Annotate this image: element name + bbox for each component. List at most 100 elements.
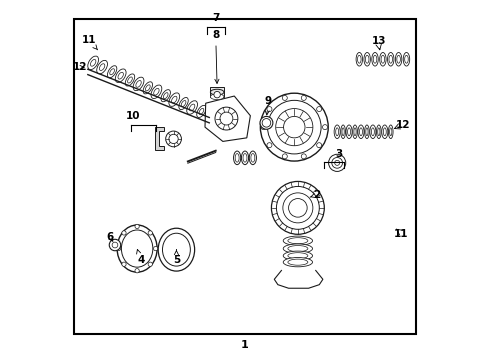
Ellipse shape [360, 128, 363, 136]
Circle shape [301, 154, 306, 159]
Circle shape [282, 95, 287, 100]
Ellipse shape [260, 116, 273, 129]
Ellipse shape [405, 55, 408, 63]
Ellipse shape [283, 244, 313, 253]
Circle shape [332, 157, 343, 168]
Ellipse shape [187, 101, 197, 114]
Ellipse shape [251, 154, 255, 162]
Ellipse shape [154, 89, 159, 95]
Circle shape [260, 93, 328, 161]
Circle shape [284, 116, 305, 138]
Text: 8: 8 [212, 30, 220, 84]
Text: 13: 13 [372, 36, 386, 46]
Ellipse shape [283, 251, 313, 260]
Ellipse shape [172, 96, 177, 103]
Ellipse shape [283, 236, 313, 246]
Circle shape [282, 154, 287, 159]
Circle shape [335, 160, 340, 165]
Ellipse shape [397, 55, 400, 63]
Ellipse shape [196, 105, 206, 117]
Text: 6: 6 [106, 232, 114, 242]
Ellipse shape [234, 151, 241, 165]
Text: 5: 5 [173, 250, 180, 265]
Text: 11: 11 [82, 35, 98, 50]
Ellipse shape [382, 125, 388, 139]
Ellipse shape [403, 53, 410, 66]
Circle shape [329, 154, 346, 171]
Ellipse shape [146, 85, 150, 91]
Bar [74, 19, 416, 334]
Ellipse shape [210, 89, 224, 95]
Ellipse shape [372, 53, 378, 66]
Ellipse shape [125, 74, 135, 86]
Ellipse shape [115, 69, 126, 82]
Ellipse shape [365, 125, 369, 139]
Ellipse shape [389, 55, 392, 63]
Text: 4: 4 [137, 249, 145, 265]
Circle shape [148, 231, 152, 235]
Circle shape [317, 107, 321, 112]
Ellipse shape [262, 118, 270, 127]
Ellipse shape [390, 128, 392, 136]
Ellipse shape [163, 93, 168, 99]
Ellipse shape [283, 257, 313, 267]
Ellipse shape [143, 82, 152, 94]
Circle shape [301, 95, 306, 100]
Circle shape [220, 112, 233, 125]
Circle shape [289, 199, 307, 217]
Text: 12: 12 [73, 63, 87, 72]
Ellipse shape [395, 53, 402, 66]
Circle shape [153, 247, 158, 251]
Circle shape [317, 143, 321, 148]
Ellipse shape [235, 154, 239, 162]
Ellipse shape [358, 55, 361, 63]
Ellipse shape [88, 56, 98, 69]
Ellipse shape [342, 128, 344, 136]
Ellipse shape [181, 100, 186, 107]
Ellipse shape [127, 77, 132, 83]
Ellipse shape [356, 53, 363, 66]
Ellipse shape [370, 125, 376, 139]
Circle shape [322, 125, 327, 130]
Ellipse shape [288, 259, 308, 265]
Circle shape [276, 186, 319, 229]
Text: 10: 10 [126, 111, 141, 121]
Text: 9: 9 [265, 96, 272, 115]
Circle shape [276, 109, 313, 146]
Circle shape [271, 181, 324, 234]
Ellipse shape [373, 55, 377, 63]
Ellipse shape [376, 125, 381, 139]
Ellipse shape [288, 253, 308, 259]
Ellipse shape [199, 108, 204, 114]
Ellipse shape [383, 128, 386, 136]
Ellipse shape [389, 125, 393, 139]
Text: 7: 7 [212, 13, 220, 23]
Ellipse shape [97, 60, 107, 74]
Ellipse shape [341, 125, 345, 139]
Bar [210, 87, 224, 97]
Ellipse shape [158, 228, 195, 271]
Text: 3: 3 [335, 149, 342, 159]
Circle shape [283, 193, 313, 223]
Circle shape [169, 134, 178, 144]
Circle shape [109, 239, 121, 251]
Text: 12: 12 [395, 120, 410, 130]
Circle shape [268, 100, 321, 154]
Ellipse shape [346, 125, 352, 139]
Circle shape [215, 107, 238, 130]
Circle shape [261, 125, 266, 130]
Ellipse shape [163, 233, 190, 266]
Ellipse shape [117, 225, 157, 272]
Ellipse shape [99, 64, 105, 71]
Ellipse shape [179, 98, 188, 109]
Text: 1: 1 [241, 340, 249, 350]
Circle shape [166, 131, 181, 147]
Polygon shape [155, 127, 164, 150]
Ellipse shape [243, 154, 247, 162]
Circle shape [214, 91, 220, 98]
Circle shape [117, 247, 121, 251]
Ellipse shape [354, 128, 356, 136]
Ellipse shape [381, 55, 385, 63]
Ellipse shape [366, 128, 368, 136]
Circle shape [112, 242, 118, 248]
